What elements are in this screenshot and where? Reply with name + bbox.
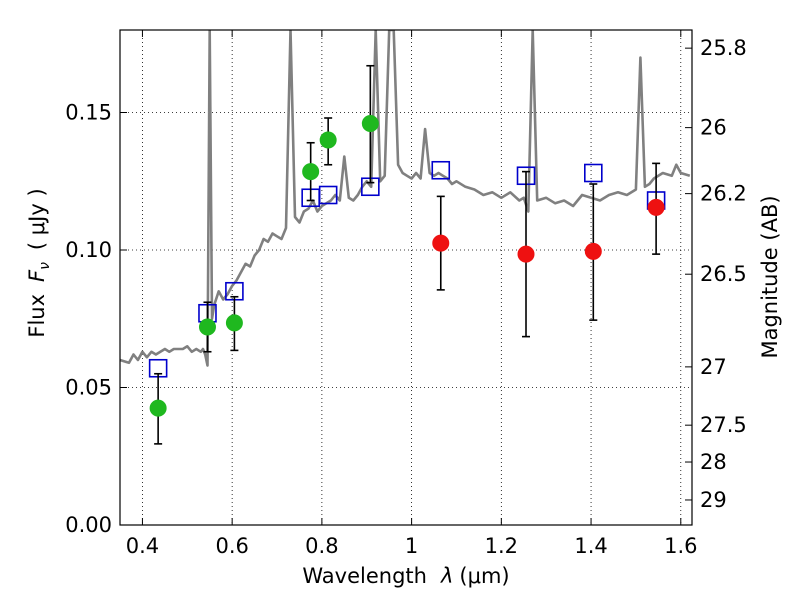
photometry-square	[318, 185, 338, 205]
y2-tick-label: 27.5	[700, 413, 747, 437]
y2-tick-label: 27	[700, 355, 727, 379]
x-tick-labels: 0.4 0.6 0.8 1 1.2 1.4 1.6	[126, 534, 698, 558]
x-tick-label: 0.4	[126, 534, 159, 558]
y-tick-label: 0.05	[65, 376, 112, 400]
photometry-square	[431, 160, 451, 180]
y-tick-label: 0.15	[65, 101, 112, 125]
x-axis-label: Wavelength λ (μm)	[302, 564, 509, 588]
y2-tick-label: 28	[700, 450, 727, 474]
detection-circle	[198, 318, 216, 336]
y-axis-label: FluxFν( μJy )	[25, 188, 53, 337]
detection-circle	[319, 131, 337, 149]
y-tick-label: 0.10	[65, 238, 112, 262]
detection-circle	[361, 115, 379, 132]
detection-circle	[584, 242, 602, 260]
y2-tick-label: 26	[700, 116, 727, 140]
y2-tick-label: 26.2	[700, 182, 747, 206]
spectrum-layer	[120, 30, 691, 367]
detection-circle	[432, 234, 450, 252]
detection-circle	[647, 198, 665, 216]
detection-circle	[302, 163, 320, 181]
x-tick-label: 1.4	[574, 534, 607, 558]
spectrum-line	[120, 30, 691, 367]
detection-circle	[225, 314, 243, 332]
y2-tick-label: 25.8	[700, 36, 747, 60]
y2-tick-labels: 25.8 26 26.2 26.5 27 27.5 28 29	[700, 36, 747, 512]
photometry-square	[584, 163, 603, 183]
x-tick-label: 1.2	[485, 534, 518, 558]
gridlines	[120, 30, 692, 526]
photometry-squares	[148, 160, 666, 378]
axis-ticks	[120, 30, 692, 526]
detection-circle	[149, 399, 167, 417]
x-tick-label: 0.6	[215, 534, 248, 558]
x-tick-label: 1.6	[664, 534, 697, 558]
y2-tick-label: 26.5	[700, 262, 747, 286]
y2-tick-label: 29	[700, 488, 727, 512]
y-tick-label: 0.00	[65, 513, 112, 537]
detection-circle	[517, 245, 535, 263]
x-tick-label: 1	[405, 534, 418, 558]
plot-frame	[119, 29, 693, 526]
y2-axis-label: Magnitude (AB)	[758, 195, 782, 358]
detection-points	[149, 115, 665, 417]
y-tick-labels: 0.00 0.05 0.10 0.15	[65, 101, 112, 538]
x-tick-label: 0.8	[305, 534, 338, 558]
